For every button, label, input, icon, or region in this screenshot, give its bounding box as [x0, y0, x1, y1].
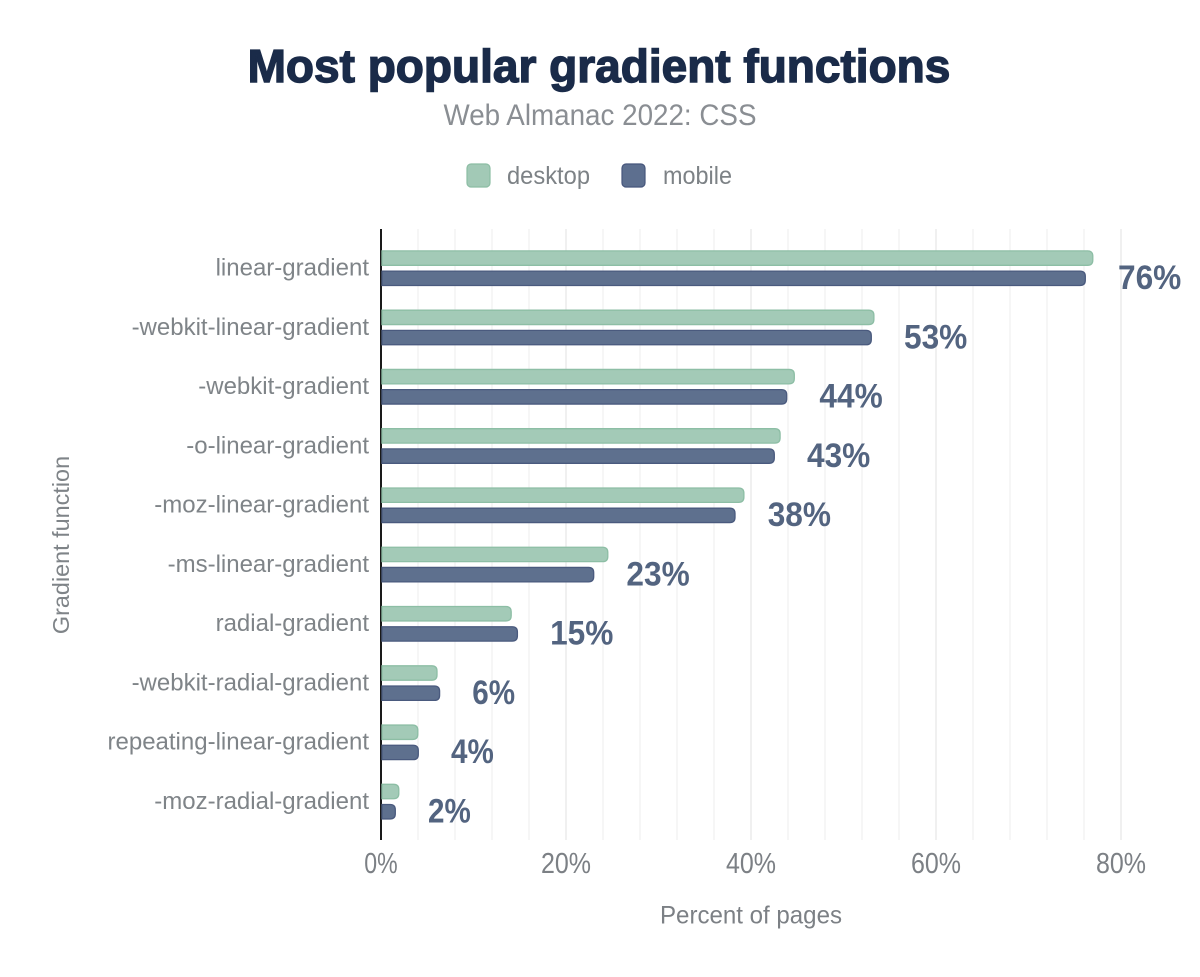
svg-text:6%: 6% — [472, 674, 515, 712]
svg-text:-webkit-radial-gradient: -webkit-radial-gradient — [132, 669, 370, 696]
svg-text:76%: 76% — [1118, 259, 1181, 297]
svg-text:Most popular gradient function: Most popular gradient functions — [248, 40, 951, 92]
svg-text:radial-gradient: radial-gradient — [216, 610, 370, 637]
svg-text:-moz-radial-gradient: -moz-radial-gradient — [154, 788, 369, 815]
svg-text:mobile: mobile — [663, 162, 732, 190]
svg-text:-o-linear-gradient: -o-linear-gradient — [186, 432, 369, 459]
svg-text:-ms-linear-gradient: -ms-linear-gradient — [168, 551, 370, 578]
svg-text:53%: 53% — [904, 318, 967, 356]
svg-text:23%: 23% — [626, 555, 689, 593]
svg-text:20%: 20% — [541, 848, 591, 880]
svg-text:60%: 60% — [911, 848, 961, 880]
svg-text:Percent of pages: Percent of pages — [660, 902, 842, 930]
svg-text:desktop: desktop — [507, 162, 590, 190]
svg-text:38%: 38% — [768, 496, 831, 534]
svg-text:40%: 40% — [726, 848, 776, 880]
svg-text:15%: 15% — [550, 615, 613, 653]
svg-text:2%: 2% — [428, 792, 471, 830]
svg-text:-webkit-gradient: -webkit-gradient — [198, 373, 369, 400]
svg-text:-webkit-linear-gradient: -webkit-linear-gradient — [132, 314, 370, 341]
svg-text:0%: 0% — [364, 848, 397, 880]
svg-text:Web Almanac 2022: CSS: Web Almanac 2022: CSS — [444, 99, 757, 132]
svg-text:44%: 44% — [819, 378, 882, 416]
svg-text:Gradient function: Gradient function — [48, 456, 74, 634]
svg-text:43%: 43% — [807, 437, 870, 475]
svg-text:80%: 80% — [1096, 848, 1146, 880]
svg-text:-moz-linear-gradient: -moz-linear-gradient — [154, 492, 369, 519]
svg-text:linear-gradient: linear-gradient — [216, 255, 370, 282]
svg-text:repeating-linear-gradient: repeating-linear-gradient — [108, 729, 370, 756]
svg-text:4%: 4% — [451, 733, 494, 771]
